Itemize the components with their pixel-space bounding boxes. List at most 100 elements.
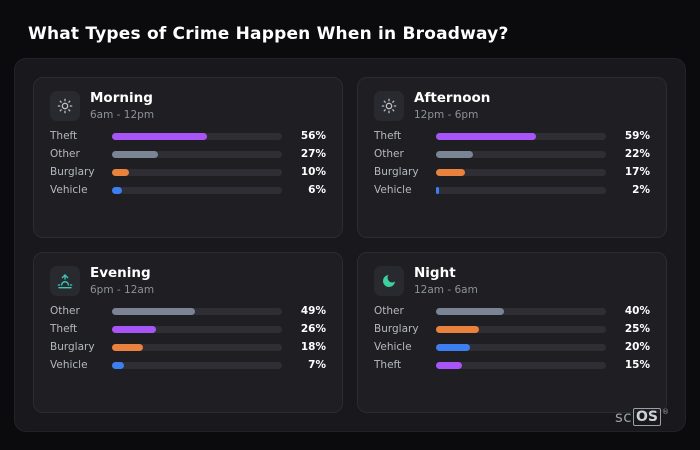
card-title: Night (414, 265, 456, 282)
bar-label: Theft (374, 359, 402, 371)
bar-value: 6% (308, 184, 326, 196)
bar-fill (112, 307, 196, 315)
card-subtitle: 6pm - 12am (90, 283, 155, 296)
bar-track (112, 150, 282, 158)
bar-label: Burglary (50, 166, 95, 178)
bar-track (436, 168, 606, 176)
bar-track (112, 132, 282, 140)
bar-label: Burglary (50, 341, 95, 353)
card-subtitle: 12am - 6am (414, 283, 478, 296)
bar-label: Other (374, 305, 404, 317)
bar-fill (112, 132, 208, 140)
bar-label: Other (50, 305, 80, 317)
logo-box-text: OS (633, 407, 661, 426)
card-title: Evening (90, 265, 151, 282)
card-header-text: Evening 6pm - 12am (90, 266, 154, 296)
bar-row: Burglary 17% (374, 166, 650, 178)
bar-row: Burglary 25% (374, 323, 650, 335)
bar-label: Theft (374, 130, 402, 142)
bar-fill (436, 325, 479, 333)
bar-track (112, 307, 282, 315)
bar-fill (436, 343, 470, 351)
bar-label: Burglary (374, 323, 419, 335)
bar-track (436, 132, 606, 140)
sun-icon (50, 91, 80, 121)
bar-value: 10% (300, 166, 326, 178)
bar-value: 20% (624, 341, 650, 353)
bar-row: Theft 26% (50, 323, 326, 335)
card-header-text: Afternoon 12pm - 6pm (414, 91, 490, 121)
bar-track (436, 150, 606, 158)
card-header: Morning 6am - 12pm (50, 91, 326, 121)
bar-row: Burglary 10% (50, 166, 326, 178)
bar-label: Theft (50, 323, 78, 335)
bar-row: Burglary 18% (50, 341, 326, 353)
bar-value: 22% (624, 148, 650, 160)
bar-fill (112, 186, 123, 194)
card-subtitle: 6am - 12pm (90, 108, 155, 121)
bar-row: Theft 56% (50, 130, 326, 142)
bar-value: 49% (300, 305, 326, 317)
bar-value: 18% (300, 341, 326, 353)
card-header: Night 12am - 6am (374, 266, 650, 296)
bar-value: 2% (632, 184, 650, 196)
bar-track (112, 186, 282, 194)
cards-grid: Morning 6am - 12pm Theft 56% Other 27% B… (33, 77, 667, 413)
bar-label: Burglary (374, 166, 419, 178)
bar-fill (112, 150, 158, 158)
bar-row: Other 22% (374, 148, 650, 160)
bar-row: Theft 59% (374, 130, 650, 142)
bar-fill (436, 361, 462, 369)
bar-row: Other 40% (374, 305, 650, 317)
bar-label: Vehicle (374, 341, 412, 353)
moon-icon (374, 266, 404, 296)
bar-value: 56% (300, 130, 326, 142)
bar-label: Vehicle (50, 359, 88, 371)
bar-value: 26% (300, 323, 326, 335)
card-morning: Morning 6am - 12pm Theft 56% Other 27% B… (33, 77, 343, 238)
bar-label: Vehicle (50, 184, 88, 196)
bar-fill (436, 132, 537, 140)
card-subtitle: 12pm - 6pm (414, 108, 479, 121)
bar-track (112, 361, 282, 369)
sun-icon (374, 91, 404, 121)
bar-value: 15% (624, 359, 650, 371)
bar-fill (436, 186, 440, 194)
bar-row: Vehicle 6% (50, 184, 326, 196)
bar-fill (112, 168, 129, 176)
bar-row: Other 27% (50, 148, 326, 160)
registered-mark: ® (662, 407, 669, 416)
card-header: Evening 6pm - 12am (50, 266, 326, 296)
bar-value: 40% (624, 305, 650, 317)
bar-label: Other (374, 148, 404, 160)
bar-fill (436, 307, 504, 315)
bar-track (436, 343, 606, 351)
bar-fill (436, 168, 465, 176)
card-header-text: Night 12am - 6am (414, 266, 478, 296)
bar-row: Vehicle 7% (50, 359, 326, 371)
card-afternoon: Afternoon 12pm - 6pm Theft 59% Other 22%… (357, 77, 667, 238)
card-header-text: Morning 6am - 12pm (90, 91, 154, 121)
page-title: What Types of Crime Happen When in Broad… (28, 24, 509, 44)
bar-track (112, 343, 282, 351)
bar-fill (436, 150, 474, 158)
bar-label: Theft (50, 130, 78, 142)
dashboard-panel: Morning 6am - 12pm Theft 56% Other 27% B… (14, 58, 686, 432)
bar-value: 7% (308, 359, 326, 371)
bar-row: Vehicle 2% (374, 184, 650, 196)
card-evening: Evening 6pm - 12am Other 49% Theft 26% B… (33, 252, 343, 413)
bar-label: Vehicle (374, 184, 412, 196)
bar-row: Theft 15% (374, 359, 650, 371)
bar-fill (112, 361, 124, 369)
bar-fill (112, 343, 143, 351)
bar-label: Other (50, 148, 80, 160)
card-header: Afternoon 12pm - 6pm (374, 91, 650, 121)
bar-value: 59% (624, 130, 650, 142)
logo-text: sc (614, 407, 633, 426)
bar-track (112, 325, 282, 333)
bar-track (436, 307, 606, 315)
bar-value: 27% (300, 148, 326, 160)
bar-row: Vehicle 20% (374, 341, 650, 353)
bar-track (436, 361, 606, 369)
bar-track (436, 325, 606, 333)
